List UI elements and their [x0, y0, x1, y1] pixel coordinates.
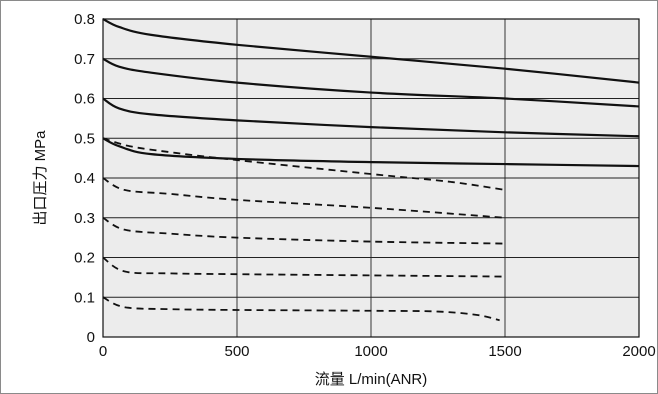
y-tick-label: 0.2 — [74, 250, 95, 267]
y-tick-label: 0 — [87, 329, 95, 346]
x-tick-labels: 0 500 1000 1500 2000 — [99, 343, 656, 360]
series-line-7 — [102, 216, 506, 245]
series-line-8 — [102, 256, 506, 278]
y-tick-label: 0.8 — [74, 11, 95, 28]
plot-border — [102, 18, 640, 338]
y-tick-label: 0.7 — [74, 51, 95, 68]
y-tick-label: 0.5 — [74, 130, 95, 147]
x-tick-label: 2000 — [622, 343, 655, 360]
y-axis-label: 出口圧力 MPa — [32, 130, 49, 226]
series-line-4 — [102, 137, 640, 168]
series-line-5 — [102, 137, 506, 191]
y-tick-label: 0.1 — [74, 289, 95, 306]
x-tick-label: 1500 — [488, 343, 521, 360]
y-tick-label: 0.4 — [74, 170, 95, 187]
series-line-2 — [102, 57, 640, 108]
series-layer — [102, 18, 640, 322]
x-axis-label: 流量 L/min(ANR) — [315, 371, 428, 388]
series-line-6 — [102, 177, 506, 219]
y-tick-label: 0.3 — [74, 210, 95, 227]
y-tick-labels: 0 0.1 0.2 0.3 0.4 0.5 0.6 0.7 0.8 — [74, 11, 95, 346]
series-line-1 — [102, 18, 640, 84]
x-tick-label: 1000 — [354, 343, 387, 360]
y-tick-label: 0.6 — [74, 91, 95, 108]
series-line-3 — [102, 97, 640, 138]
x-tick-label: 500 — [224, 343, 249, 360]
x-tick-label: 0 — [99, 343, 107, 360]
